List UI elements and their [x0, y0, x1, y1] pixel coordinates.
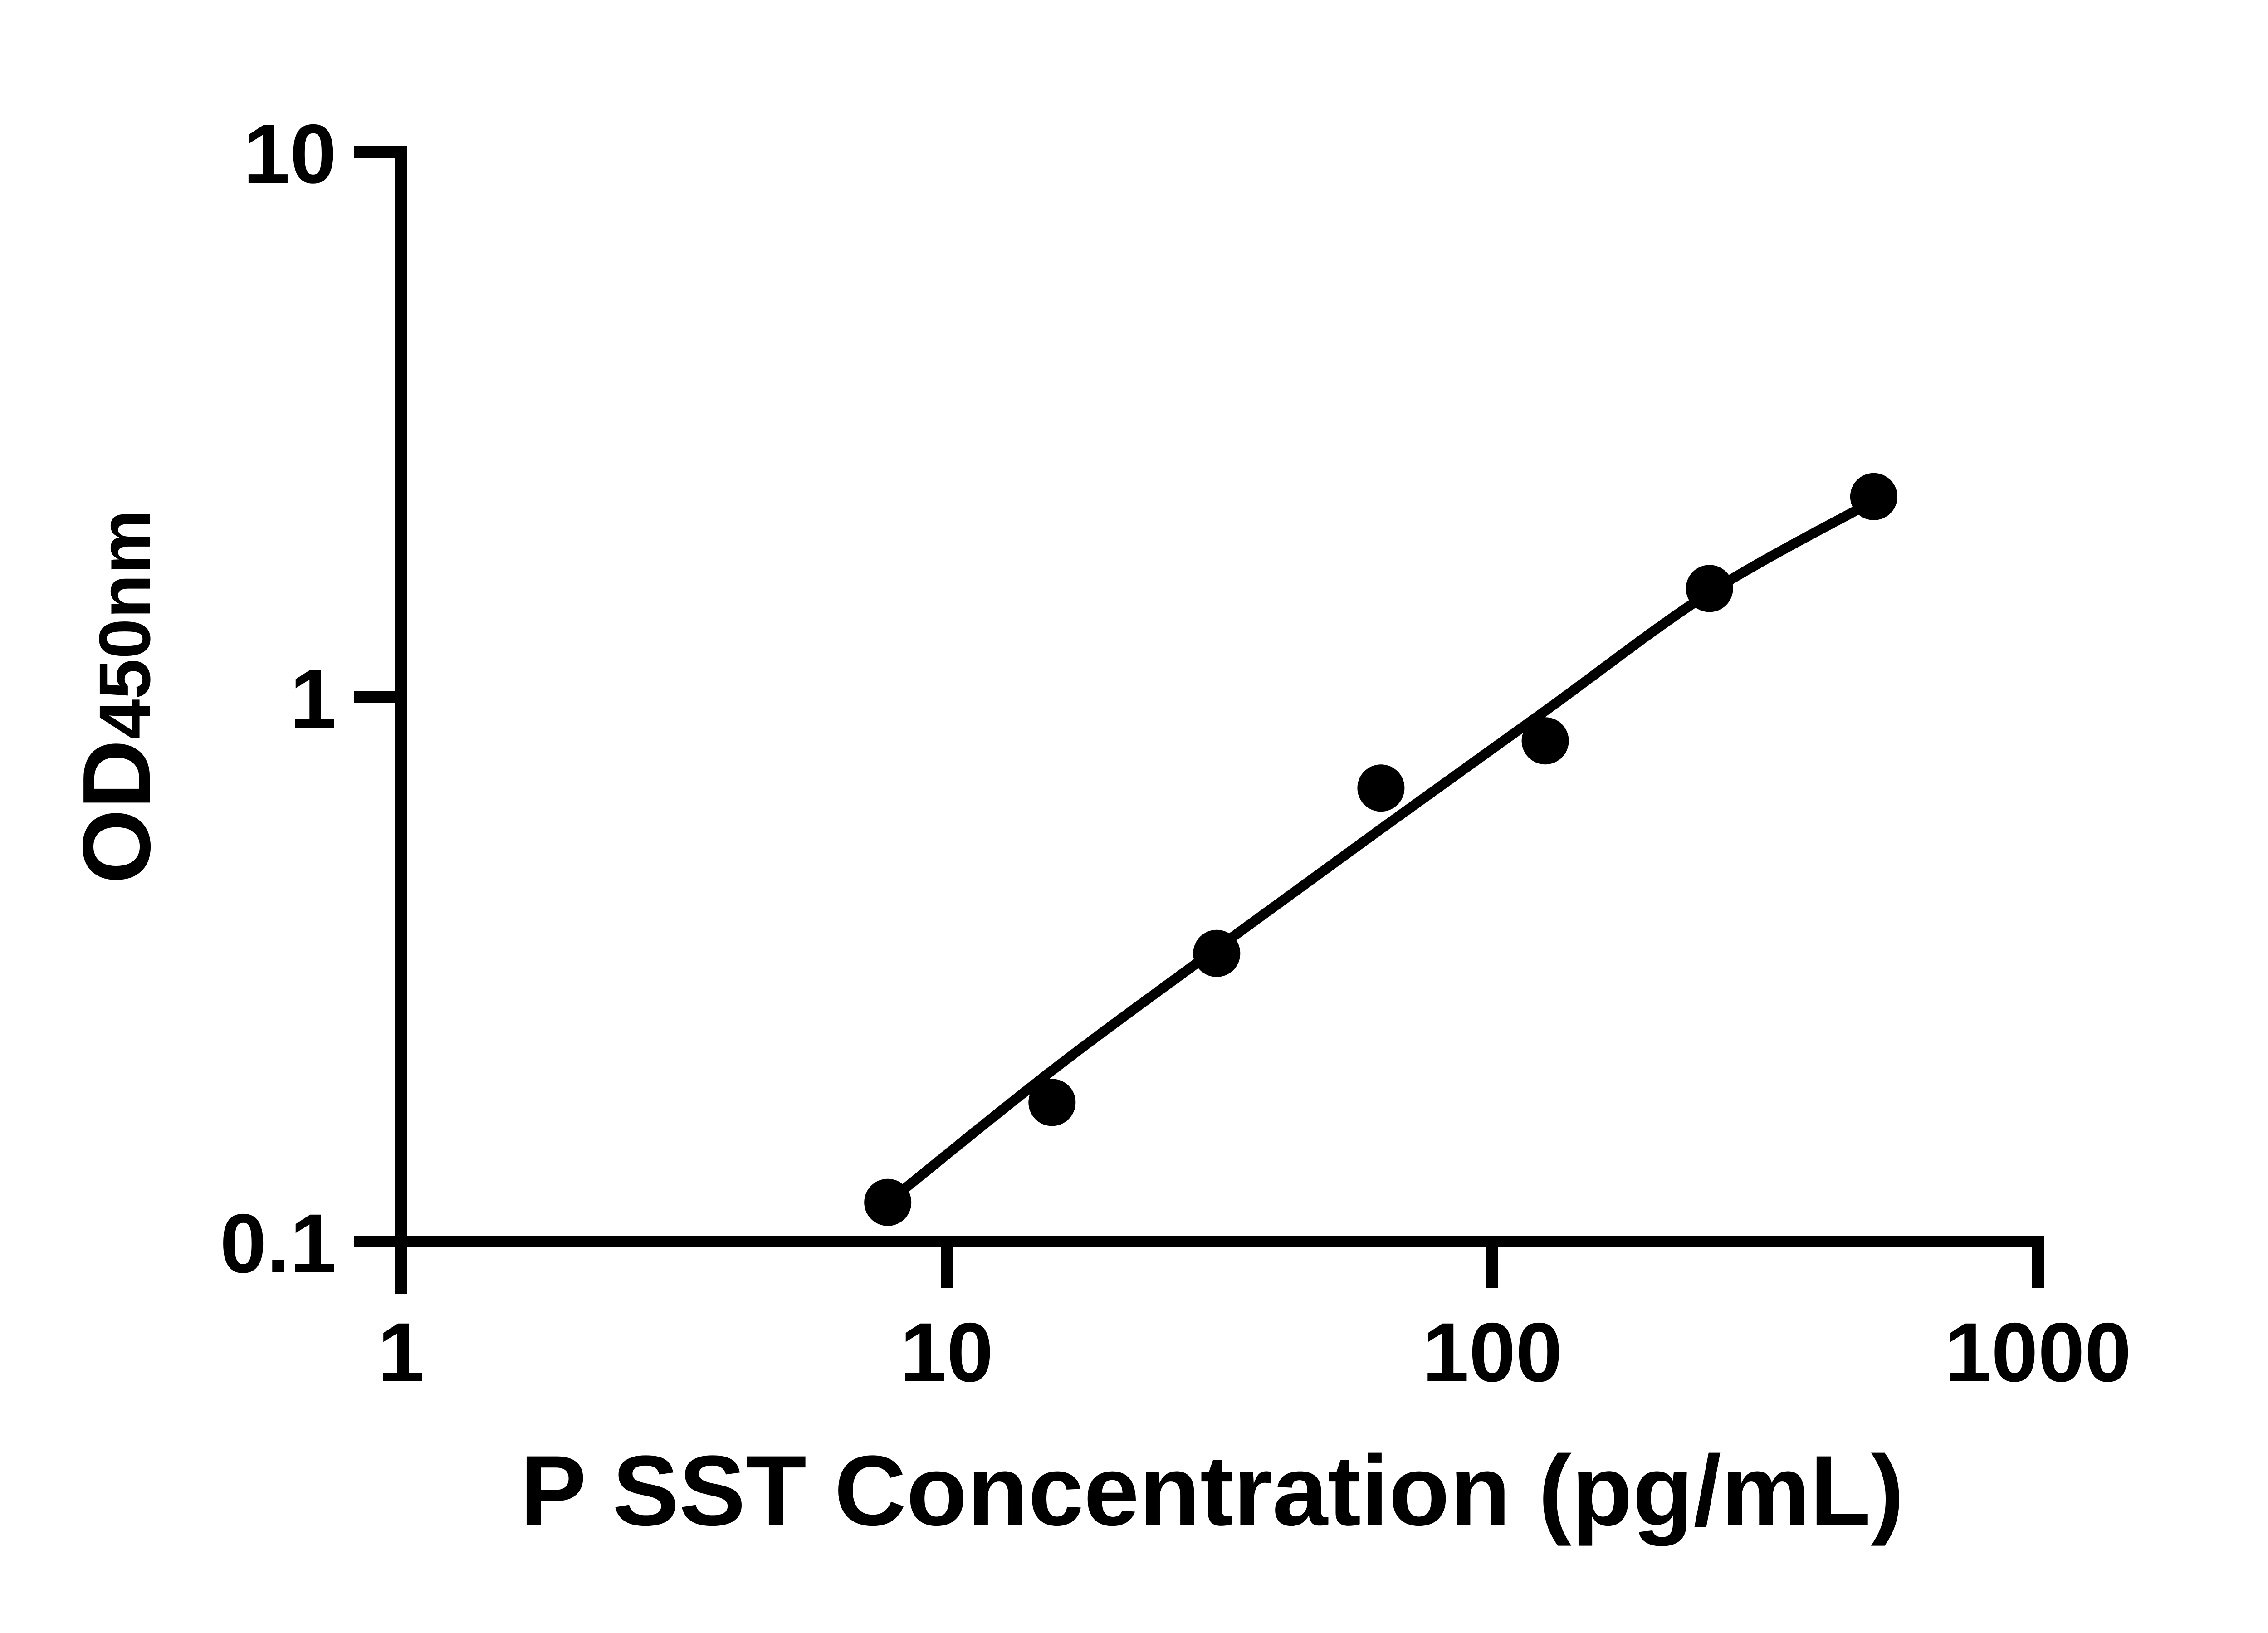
x-tick-label: 1	[378, 1306, 425, 1399]
y-tick-label: 1	[290, 652, 337, 746]
data-series	[864, 473, 1897, 1226]
x-axis-title: P SST Concentration (pg/mL)	[520, 1435, 1904, 1546]
data-point	[864, 1178, 912, 1226]
tick-labels: 10 1 0.1 1 10 100 1000	[220, 108, 2131, 1399]
data-point	[1521, 717, 1569, 765]
data-point	[1028, 1079, 1076, 1126]
y-axis-title-subscript: 450nm	[84, 510, 165, 740]
y-axis-title: OD450nm	[63, 510, 170, 884]
y-axis-title-main: OD	[63, 739, 170, 884]
x-tick-label: 1000	[1945, 1306, 2131, 1399]
data-point	[1686, 565, 1733, 612]
y-tick-label: 10	[243, 108, 337, 201]
x-tick-label: 10	[900, 1306, 993, 1399]
x-tick-label: 100	[1422, 1306, 1563, 1399]
data-point	[1850, 473, 1897, 520]
data-point	[1193, 929, 1241, 977]
axes	[354, 146, 2044, 1294]
y-tick-label: 0.1	[220, 1197, 337, 1291]
data-point	[1357, 764, 1405, 812]
